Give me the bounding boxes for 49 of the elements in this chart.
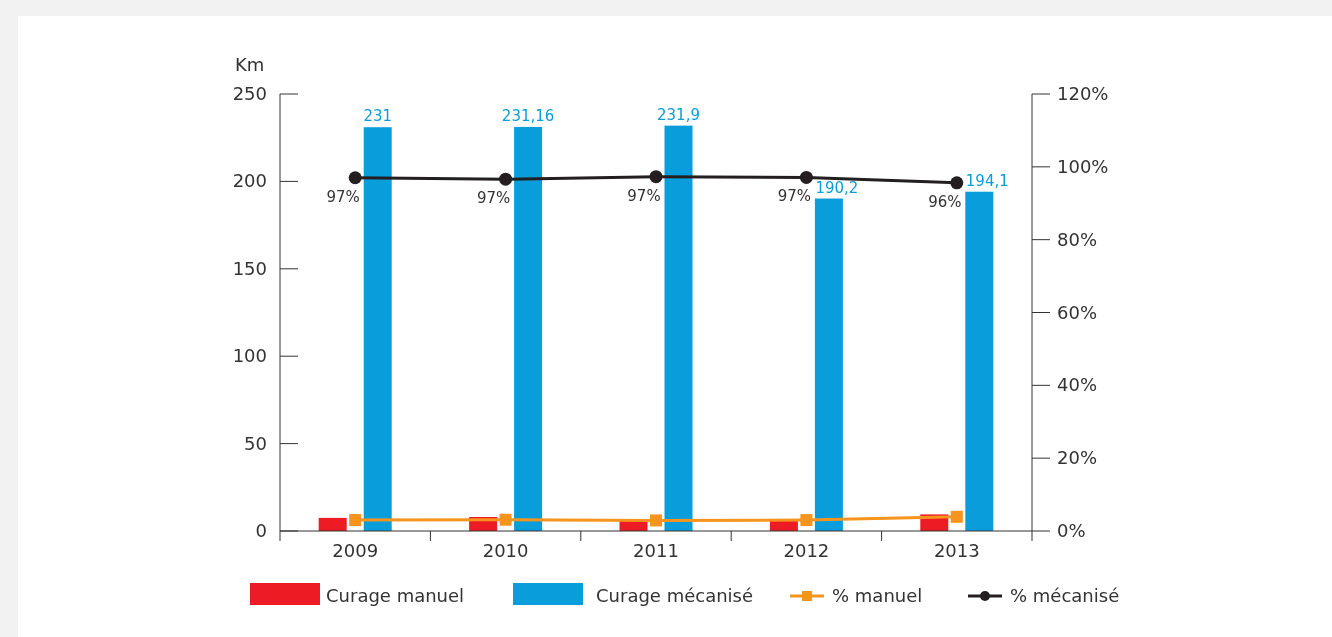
point [348, 171, 362, 185]
data-label: 97% [627, 186, 661, 205]
bar [318, 517, 347, 531]
data-label: 194,1 [965, 171, 1009, 190]
point [950, 176, 964, 190]
data-label: 97% [326, 187, 360, 206]
x-tick-label: 2011 [633, 540, 679, 561]
y-tick-label: 0 [255, 520, 267, 541]
y-tick-label: 50 [244, 432, 267, 454]
point [349, 514, 362, 527]
y-tick-label: 200 [232, 170, 267, 192]
data-label: 96% [928, 192, 962, 211]
point [649, 170, 663, 184]
y2-tick-label: 120% [1057, 83, 1109, 104]
data-label: 97% [777, 187, 812, 206]
x-tick-label: 2009 [332, 540, 379, 561]
x-tick-label: 2013 [933, 540, 980, 561]
data-label: 231 [363, 107, 393, 126]
data-label: 231,9 [657, 105, 700, 124]
point [799, 170, 813, 184]
x-tick-label: 2010 [482, 540, 529, 561]
legend-label: % mécanisé [1010, 585, 1120, 606]
y2-tick-label: 20% [1057, 447, 1098, 469]
y-tick-label: 100 [232, 345, 267, 367]
bar [814, 198, 843, 531]
bar [965, 191, 994, 531]
data-label: 231,16 [501, 106, 555, 125]
point [499, 172, 513, 186]
legend-label: Curage mécanisé [596, 585, 754, 606]
legend-label: % manuel [832, 585, 923, 606]
y-tick-label: 150 [232, 257, 267, 279]
data-label: 97% [476, 189, 511, 208]
point [650, 514, 662, 527]
legend-label: Curage manuel [326, 585, 465, 606]
point [950, 510, 963, 523]
point [800, 514, 813, 527]
y2-tick-label: 40% [1057, 374, 1098, 396]
y2-tick-label: 100% [1057, 155, 1109, 177]
y2-tick-label: 80% [1057, 228, 1098, 250]
bar [514, 126, 543, 531]
point [499, 513, 512, 526]
bar [664, 125, 693, 531]
x-tick-label: 2012 [783, 540, 830, 561]
y-tick-label: 250 [232, 83, 267, 104]
y2-tick-label: 60% [1057, 301, 1098, 323]
y-axis-title: Km [235, 54, 265, 75]
y2-tick-label: 0% [1057, 520, 1086, 541]
bar [363, 127, 392, 531]
data-label: 190,2 [815, 178, 859, 197]
